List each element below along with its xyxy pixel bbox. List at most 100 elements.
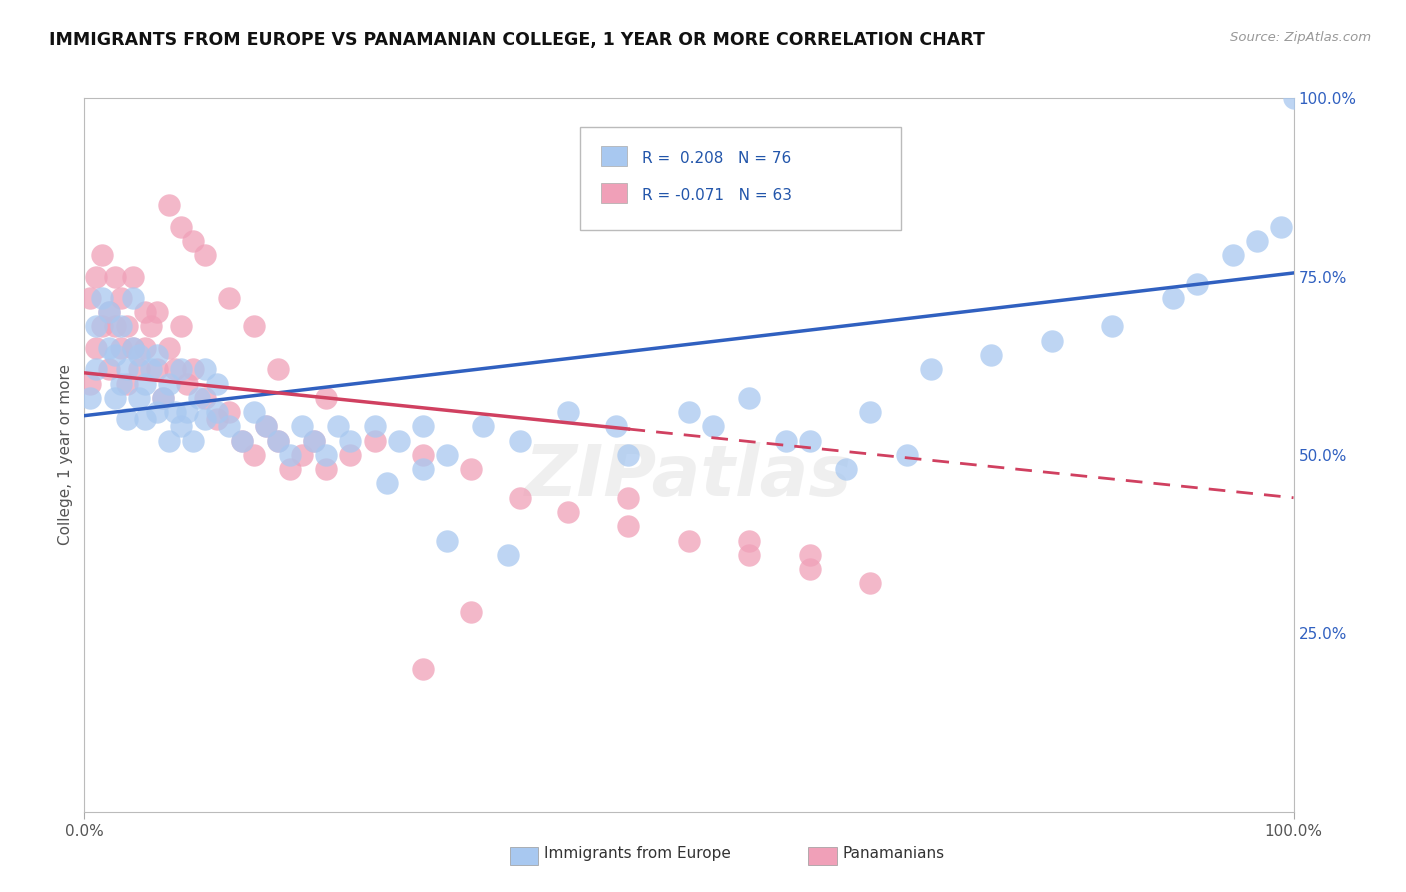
Point: [375, 476, 398, 491]
Point: [291, 448, 314, 462]
Point: [1222, 248, 1244, 262]
Point: [702, 419, 724, 434]
FancyBboxPatch shape: [600, 183, 627, 203]
Point: [181, 434, 204, 448]
Point: [97, 341, 120, 355]
FancyBboxPatch shape: [600, 145, 627, 166]
FancyBboxPatch shape: [581, 127, 901, 230]
Point: [121, 291, 143, 305]
Point: [738, 533, 761, 548]
Point: [920, 362, 942, 376]
Point: [339, 434, 361, 448]
Point: [557, 505, 579, 519]
Point: [104, 269, 127, 284]
Point: [557, 405, 579, 419]
Point: [194, 391, 217, 405]
Text: R = -0.071   N = 63: R = -0.071 N = 63: [641, 187, 792, 202]
Point: [412, 662, 434, 676]
Point: [97, 362, 120, 376]
Text: IMMIGRANTS FROM EUROPE VS PANAMANIAN COLLEGE, 1 YEAR OR MORE CORRELATION CHART: IMMIGRANTS FROM EUROPE VS PANAMANIAN COL…: [49, 31, 986, 49]
Point: [738, 391, 761, 405]
Point: [509, 434, 531, 448]
Point: [1040, 334, 1063, 348]
Point: [128, 348, 150, 362]
Point: [472, 419, 495, 434]
Point: [194, 248, 217, 262]
Point: [134, 412, 156, 426]
Point: [315, 462, 337, 476]
Point: [218, 291, 240, 305]
Point: [267, 434, 290, 448]
Point: [267, 434, 290, 448]
Point: [218, 405, 240, 419]
Text: ZIPatlas: ZIPatlas: [526, 442, 852, 511]
Point: [91, 248, 114, 262]
Point: [86, 341, 108, 355]
Point: [146, 362, 169, 376]
Point: [1101, 319, 1123, 334]
Point: [835, 462, 858, 476]
Point: [1246, 234, 1268, 248]
Point: [859, 405, 882, 419]
Point: [412, 419, 434, 434]
Point: [302, 434, 325, 448]
Point: [115, 319, 138, 334]
Text: Immigrants from Europe: Immigrants from Europe: [544, 846, 731, 861]
Point: [254, 419, 277, 434]
Point: [617, 491, 640, 505]
Point: [799, 434, 821, 448]
Point: [157, 341, 180, 355]
Point: [86, 319, 108, 334]
Point: [146, 305, 169, 319]
Point: [242, 448, 264, 462]
Text: Panamanians: Panamanians: [842, 846, 945, 861]
Point: [91, 291, 114, 305]
Point: [115, 362, 138, 376]
Point: [170, 419, 193, 434]
Point: [617, 448, 640, 462]
Point: [157, 434, 180, 448]
Point: [363, 419, 385, 434]
Point: [896, 448, 918, 462]
Point: [254, 419, 277, 434]
Point: [207, 376, 229, 391]
Point: [170, 362, 193, 376]
Point: [104, 348, 127, 362]
Point: [134, 376, 156, 391]
Point: [165, 362, 187, 376]
Point: [134, 305, 156, 319]
Point: [104, 391, 127, 405]
Point: [152, 391, 174, 405]
Point: [121, 269, 143, 284]
Text: Source: ZipAtlas.com: Source: ZipAtlas.com: [1230, 31, 1371, 45]
Point: [146, 405, 169, 419]
Point: [176, 405, 198, 419]
Point: [339, 448, 361, 462]
Point: [157, 198, 180, 212]
Text: R =  0.208   N = 76: R = 0.208 N = 76: [641, 151, 792, 166]
Point: [146, 348, 169, 362]
Point: [799, 562, 821, 576]
Point: [207, 405, 229, 419]
Point: [110, 291, 132, 305]
Point: [181, 362, 204, 376]
Point: [79, 376, 101, 391]
Point: [496, 548, 519, 562]
Point: [128, 391, 150, 405]
Point: [412, 448, 434, 462]
Point: [231, 434, 253, 448]
Point: [152, 391, 174, 405]
Point: [165, 405, 187, 419]
Point: [605, 419, 627, 434]
Point: [97, 305, 120, 319]
Point: [267, 362, 290, 376]
Point: [436, 448, 458, 462]
Point: [97, 305, 120, 319]
Point: [176, 376, 198, 391]
Point: [110, 341, 132, 355]
Point: [128, 362, 150, 376]
Point: [115, 376, 138, 391]
Point: [86, 269, 108, 284]
Point: [115, 412, 138, 426]
Point: [678, 533, 700, 548]
